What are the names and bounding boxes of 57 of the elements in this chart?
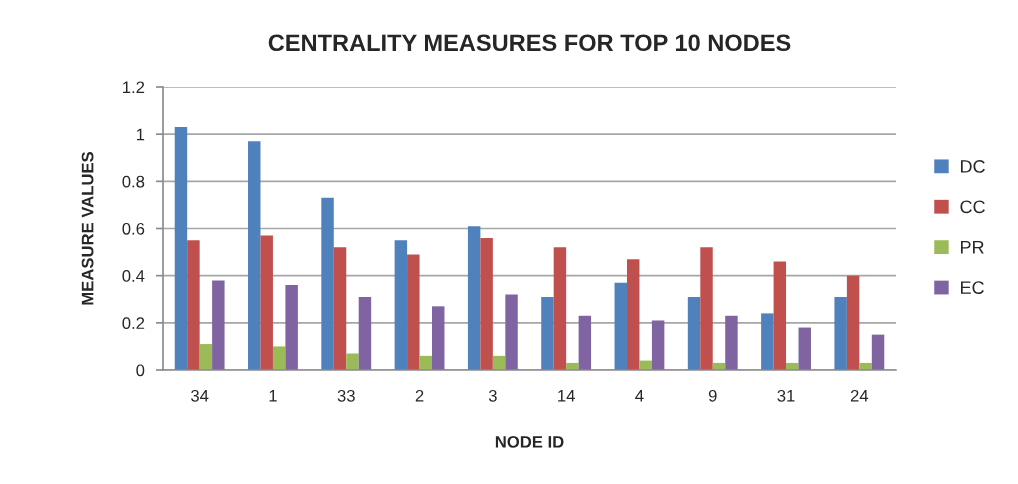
bar [846,275,860,370]
bar [358,296,372,370]
x-axis-title: NODE ID [495,435,564,448]
y-tick-label: 0.4 [122,270,145,282]
bar [834,296,847,370]
bar [432,306,445,370]
x-tick-label: 2 [415,389,424,402]
bar [761,313,774,370]
bar [626,259,640,370]
legend-label: PR [961,241,984,254]
bar [614,282,627,370]
bar [346,353,359,370]
legend-label: CC [960,200,985,214]
bar [174,127,188,370]
y-axis-title: MEASURE VALUES [81,151,94,305]
bar [212,280,225,370]
bar [187,240,200,370]
x-tick-label: 33 [337,389,355,402]
bar [321,197,334,370]
bar [651,320,665,370]
bar [199,344,213,370]
bar [773,261,787,370]
x-tick-label: 1 [269,390,277,402]
bar [407,254,420,370]
bar [285,285,298,370]
x-tick-label: 14 [558,390,575,402]
bar [394,240,408,370]
bar [480,237,493,370]
legend-label: EC [961,281,984,294]
bar [333,247,347,370]
legend-label: DC [961,160,985,173]
bar [260,235,273,370]
bar [798,327,811,370]
y-tick-label: 0.2 [122,317,145,330]
bar [725,315,738,370]
bar [541,296,554,370]
x-tick-label: 24 [850,389,869,402]
y-tick-label: 0 [136,364,145,377]
chart-title: CENTRALITY MEASURES FOR TOP 10 NODES [268,34,791,52]
bar [687,296,701,370]
x-tick-label: 9 [708,389,717,402]
y-tick-label: 1 [136,128,145,141]
bar [467,226,481,370]
bar [700,247,713,370]
x-tick-label: 34 [191,389,209,402]
y-tick-label: 1.2 [123,81,145,94]
bar [272,346,286,370]
y-tick-label: 0.6 [122,222,145,235]
bar [553,247,567,370]
bar [578,315,592,370]
x-tick-label: 4 [635,390,644,402]
bar [248,141,261,370]
y-tick-label: 0.8 [122,175,145,188]
x-tick-label: 3 [488,389,497,402]
x-tick-label: 31 [777,389,795,402]
bar [871,334,885,370]
bar [505,294,518,370]
